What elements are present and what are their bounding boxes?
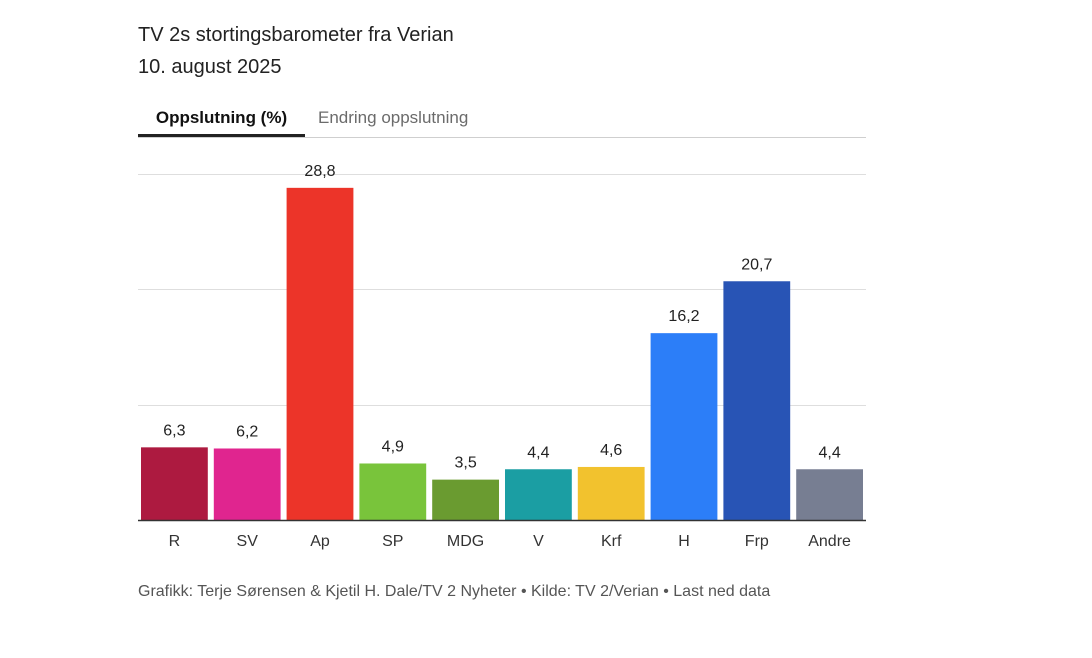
bar-value-label: 4,6 (600, 442, 622, 459)
chart-title: TV 2s stortingsbarometer fra Verian (138, 24, 454, 46)
tab-endring-oppslutning[interactable]: Endring oppslutning (318, 108, 469, 127)
chart-labels: 6,3 R 6,2 SV 28,8 Ap 4,9 SP 3,5 MDG 4,4 V 4,6 Krf 16,2… (163, 163, 851, 550)
category-label: SP (382, 533, 403, 550)
bar-value-label: 28,8 (304, 163, 335, 180)
bar-andre[interactable] (796, 469, 863, 520)
category-label: V (533, 533, 544, 550)
category-label: MDG (447, 533, 484, 550)
bar-h[interactable] (650, 333, 718, 520)
bar-value-label: 3,5 (454, 455, 476, 472)
bar-frp[interactable] (723, 281, 791, 520)
bar-value-label: 4,9 (382, 438, 404, 455)
category-label: SV (237, 533, 259, 550)
chart-tabs: Oppslutning (%) Endring oppslutning (138, 103, 866, 138)
bar-krf[interactable] (577, 466, 645, 520)
category-label: H (678, 533, 690, 550)
chart-footer: Grafikk: Terje Sørensen & Kjetil H. Dale… (138, 583, 770, 601)
bar-value-label: 6,3 (163, 422, 185, 439)
category-label: Andre (808, 533, 851, 550)
category-label: Ap (310, 533, 330, 550)
chart-date: 10. august 2025 (138, 56, 282, 78)
bar-value-label: 16,2 (668, 308, 699, 325)
bar-v[interactable] (505, 469, 572, 520)
category-label: R (169, 533, 181, 550)
bar-mdg[interactable] (432, 479, 499, 520)
category-label: Krf (601, 533, 622, 550)
download-data-link[interactable]: Last ned data (673, 583, 771, 600)
bar-value-label: 4,4 (527, 444, 549, 461)
bar-value-label: 20,7 (741, 256, 772, 273)
bar-r[interactable] (141, 447, 208, 520)
bar-sv[interactable] (213, 448, 281, 520)
chart-bars (141, 187, 863, 520)
bar-value-label: 6,2 (236, 423, 258, 440)
bar-value-label: 4,4 (818, 444, 840, 461)
bar-ap[interactable] (286, 187, 354, 520)
tab-oppslutning[interactable]: Oppslutning (%) (138, 103, 305, 137)
category-label: Frp (745, 533, 769, 550)
bar-sp[interactable] (359, 463, 427, 520)
footer-credit: Grafikk: Terje Sørensen & Kjetil H. Dale… (138, 583, 674, 600)
